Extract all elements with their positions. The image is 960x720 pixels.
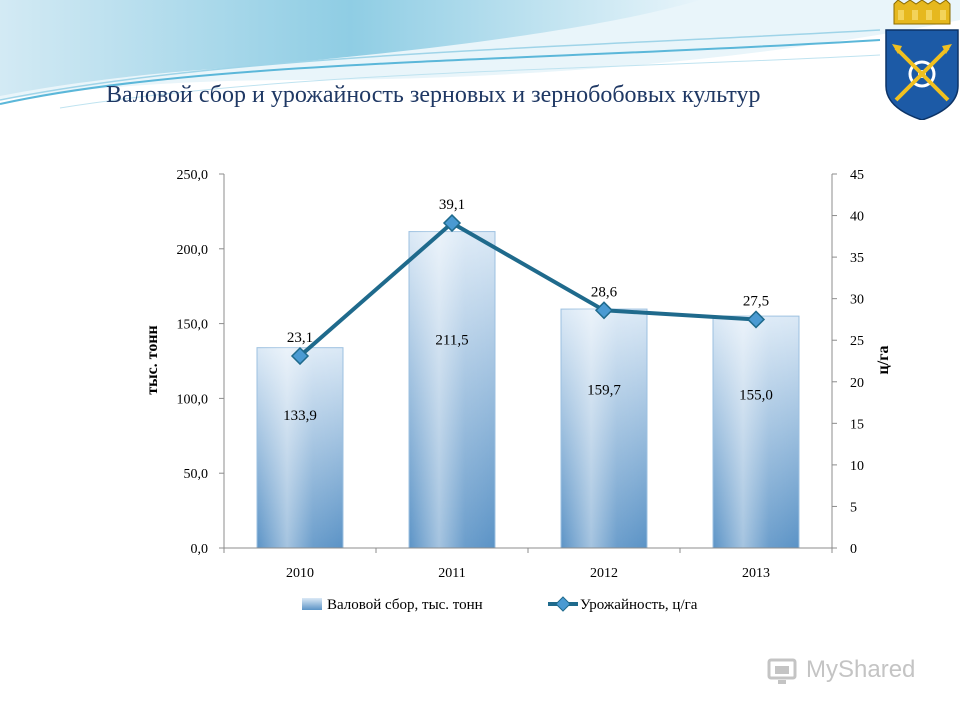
y2-tick-label: 30 — [850, 293, 864, 308]
line-layer — [290, 213, 766, 366]
y2-tick-label: 45 — [850, 168, 864, 183]
y2-tick-label: 15 — [850, 417, 864, 432]
y2-tick-label: 35 — [850, 251, 864, 266]
y2-tick-label: 5 — [850, 500, 857, 515]
y-tick-label: 250,0 — [177, 168, 209, 183]
yield-line — [298, 221, 757, 358]
bar-sheen — [409, 231, 495, 548]
legend-bar-label: Валовой сбор, тыс. тонн — [327, 597, 483, 613]
y-axis-title: тыс. тонн — [144, 325, 161, 395]
legend-line-marker — [555, 596, 571, 612]
y2-axis-title: ц/га — [875, 346, 892, 375]
data-labels-layer: 133,9 211,5 159,7 155,0 23,1 39,1 28,6 27,5 — [283, 197, 773, 424]
city-coat-of-arms-icon — [885, 0, 959, 120]
y-tick-label: 0,0 — [191, 542, 209, 557]
bar-value-label: 155,0 — [739, 387, 773, 403]
x-tick-label: 2013 — [742, 566, 770, 581]
bar-value-label: 211,5 — [435, 332, 468, 348]
yield-marker-2011 — [442, 213, 462, 233]
x-tick-label: 2011 — [438, 566, 465, 581]
y2-tick-label: 0 — [850, 542, 857, 557]
watermark-text: MyShared — [806, 656, 916, 683]
line-value-label: 39,1 — [439, 197, 465, 213]
bar-value-label: 159,7 — [587, 383, 621, 399]
y2-tick-label: 10 — [850, 459, 864, 474]
y-tick-label: 100,0 — [177, 392, 209, 407]
axes-layer: 0,0 50,0 100,0 150,0 200,0 250,0 0 5 10 15 20 25 30 3… — [177, 168, 865, 581]
y2-tick-label: 25 — [850, 334, 864, 349]
slide-title: Валовой сбор и урожайность зерновых и зе… — [106, 82, 761, 108]
bar-sheen — [713, 316, 799, 548]
yield-marker-2010 — [290, 346, 310, 366]
bar-sheen — [257, 347, 343, 548]
x-tick-label: 2010 — [286, 566, 314, 581]
y2-tick-label: 20 — [850, 376, 864, 391]
legend-line-label: Урожайность, ц/га — [580, 597, 698, 613]
y-tick-label: 150,0 — [177, 318, 209, 333]
line-value-label: 28,6 — [591, 284, 618, 300]
y-tick-label: 50,0 — [184, 467, 209, 482]
line-value-label: 23,1 — [287, 330, 313, 346]
yield-marker-2013 — [746, 310, 766, 329]
bars-layer — [256, 231, 800, 549]
x-tick-label: 2012 — [590, 566, 618, 581]
legend: Валовой сбор, тыс. тонн Урожайность, ц/г… — [302, 596, 698, 613]
bar-value-label: 133,9 — [283, 408, 317, 424]
header-wave-decoration — [0, 0, 960, 109]
bar-sheen — [561, 309, 647, 548]
myshared-logo-icon — [767, 658, 797, 684]
y2-tick-label: 40 — [850, 210, 864, 225]
line-value-label: 27,5 — [743, 293, 769, 309]
legend-bar-swatch — [302, 598, 322, 610]
y-tick-label: 200,0 — [177, 243, 209, 258]
yield-marker-2012 — [594, 301, 614, 320]
